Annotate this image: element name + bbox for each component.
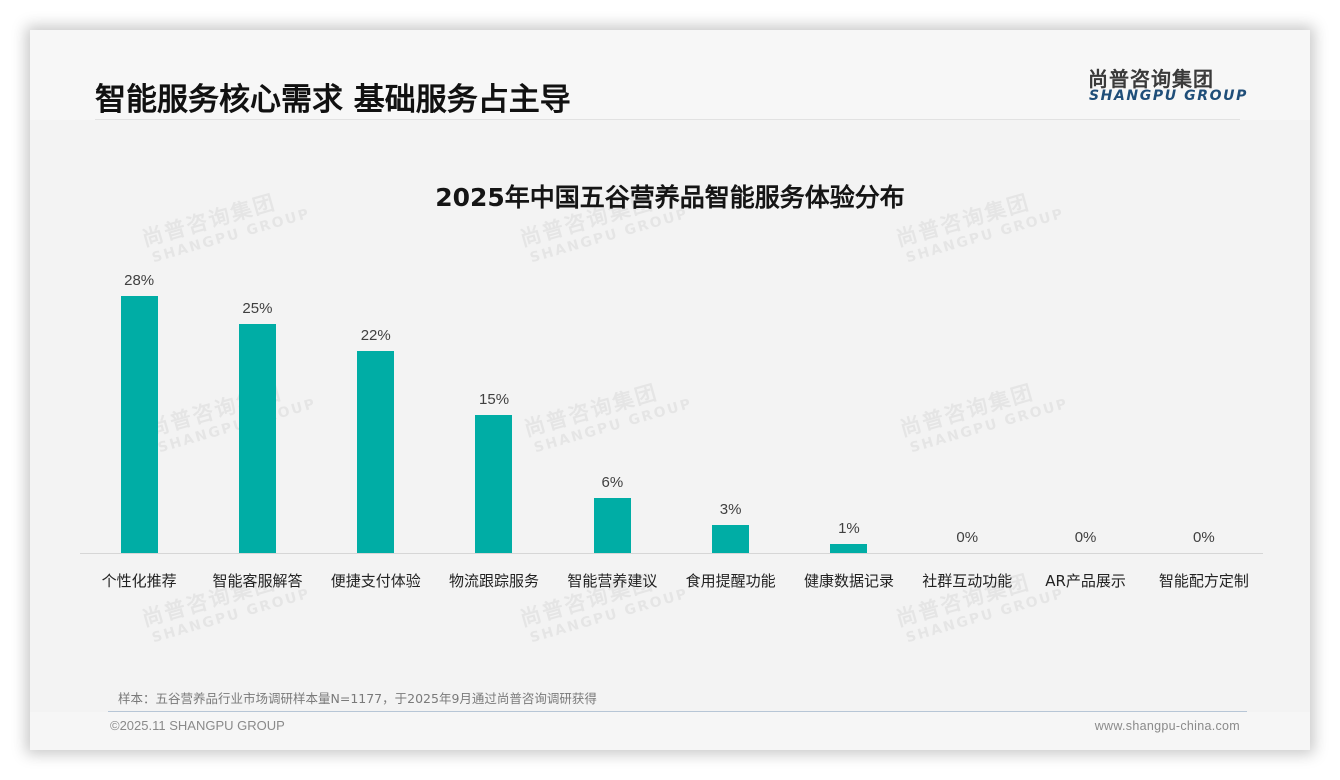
logo-english: SHANGPU GROUP bbox=[1089, 88, 1248, 104]
bar-group: 22% bbox=[317, 260, 435, 553]
data-label: 25% bbox=[242, 300, 273, 317]
category-label: 智能配方定制 bbox=[1158, 572, 1249, 590]
bar-group: 0% bbox=[1145, 260, 1263, 553]
header-band bbox=[30, 30, 1310, 120]
category-label: 便捷支付体验 bbox=[330, 572, 421, 590]
bar bbox=[593, 498, 631, 553]
bar bbox=[712, 525, 750, 553]
data-label: 0% bbox=[956, 529, 979, 546]
slide: 智能服务核心需求 基础服务占主导 尚普咨询集团 SHANGPU GROUP 尚普… bbox=[30, 30, 1310, 750]
bar-group: 28% bbox=[80, 260, 198, 553]
data-label: 28% bbox=[124, 272, 155, 289]
data-label: 6% bbox=[601, 474, 624, 491]
bar-group: 1% bbox=[790, 260, 908, 553]
bar-group: 25% bbox=[198, 260, 316, 553]
bar-group: 6% bbox=[553, 260, 671, 553]
category-label: 智能客服解答 bbox=[212, 572, 303, 590]
data-label: 15% bbox=[479, 391, 510, 408]
category-label: AR产品展示 bbox=[1045, 572, 1126, 590]
bar-group: 3% bbox=[672, 260, 790, 553]
data-label: 22% bbox=[360, 327, 391, 344]
category-label: 个性化推荐 bbox=[101, 572, 177, 590]
bar-group: 0% bbox=[1026, 260, 1144, 553]
data-label: 1% bbox=[838, 520, 860, 537]
category-label: 食用提醒功能 bbox=[685, 572, 776, 590]
footer-band bbox=[30, 712, 1310, 750]
category-label: 物流跟踪服务 bbox=[449, 572, 540, 590]
bar bbox=[120, 296, 158, 553]
logo-chinese: 尚普咨询集团 bbox=[1088, 67, 1214, 91]
category-label: 健康数据记录 bbox=[803, 572, 894, 590]
bar bbox=[238, 324, 276, 553]
bar bbox=[357, 351, 395, 553]
footer-divider bbox=[108, 711, 1247, 712]
bar-group: 0% bbox=[908, 260, 1026, 553]
bar-group: 15% bbox=[435, 260, 553, 553]
bar bbox=[830, 544, 868, 553]
data-label: 0% bbox=[1074, 529, 1097, 546]
chart-title: 2025年中国五谷营养品智能服务体验分布 bbox=[435, 183, 905, 212]
header-divider bbox=[95, 119, 1240, 120]
sample-note: 样本：五谷营养品行业市场调研样本量N=1177，于2025年9月通过尚普咨询调研… bbox=[118, 691, 597, 706]
bar-chart-plot-area: 28% 25% 22% 15% 6% 3% 1% 0% 0% 0% bbox=[80, 260, 1263, 553]
x-axis-line bbox=[80, 553, 1263, 554]
copyright: ©2025.11 SHANGPU GROUP bbox=[110, 718, 285, 733]
category-label: 智能营养建议 bbox=[567, 572, 658, 590]
data-label: 0% bbox=[1192, 529, 1215, 546]
page-title: 智能服务核心需求 基础服务占主导 bbox=[95, 82, 571, 118]
bar bbox=[475, 415, 513, 553]
website-link: www.shangpu-china.com bbox=[1094, 719, 1240, 733]
category-label: 社群互动功能 bbox=[922, 572, 1013, 590]
data-label: 3% bbox=[719, 501, 742, 518]
